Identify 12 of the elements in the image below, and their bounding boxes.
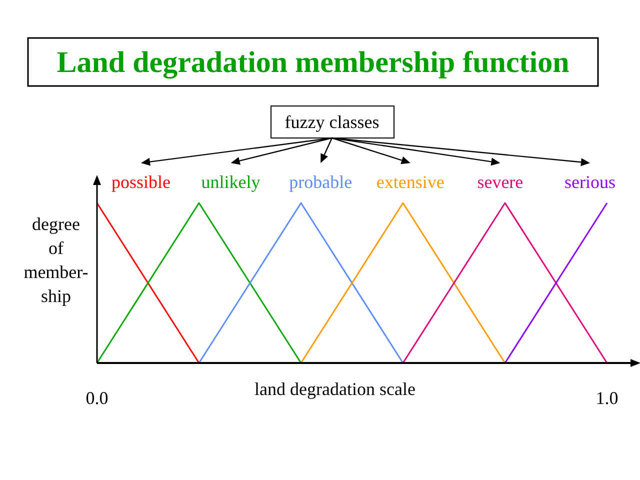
y-axis-title: degree of member- ship (24, 214, 88, 306)
x-tick-label: 1.0 (596, 388, 618, 408)
series-label: unlikely (201, 172, 260, 192)
series-label: probable (289, 172, 352, 192)
series-label: severe (477, 172, 524, 192)
text: fuzzy classes (284, 112, 380, 132)
x-tick-label: 0.0 (86, 388, 108, 408)
x-axis-title: land degradation scale (254, 379, 416, 399)
chart-title: Land degradation membership function (56, 46, 570, 79)
series-label: possible (111, 172, 171, 192)
series-label: serious (564, 172, 616, 192)
series-label: extensive (376, 172, 444, 192)
